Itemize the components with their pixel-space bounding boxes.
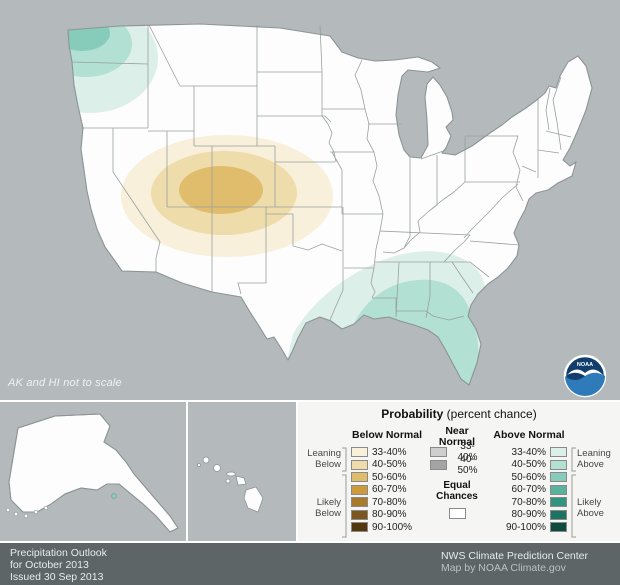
noaa-gull-icon [567,369,603,376]
swatch-above-60-70 [550,484,567,495]
kodiak-island [111,493,117,499]
footer-issued: Issued 30 Sep 2013 [10,571,104,583]
legend-row: 33-40% [430,441,484,463]
swatch-above-40-50 [550,459,567,470]
legend-panel: Probability (percent chance) Leaning Bel… [298,402,620,541]
footer-period: for October 2013 [10,559,89,571]
swatch-below-70-80 [351,497,368,508]
footer-credit: Map by NOAA Climate.gov [440,562,566,574]
legend-row: 60-70% [351,484,423,497]
us-outline [67,23,593,386]
alaska-outline [8,413,179,533]
legend-row: 60-70% [491,484,567,497]
noaa-logo-text: NOAA [577,362,593,368]
swatch-above-80-90 [550,509,567,520]
region-pnw-above-50-60 [68,24,110,51]
legend-title-normal: (percent chance) [446,407,537,421]
alaska-inset-svg [5,413,179,533]
footer-bar: Precipitation Outlook for October 2013 I… [0,543,620,585]
conus-map-svg [67,23,593,386]
footer-title: Precipitation Outlook [10,547,107,559]
below-brackets [342,447,347,538]
leaning-above-label: Leaning Above [577,448,611,470]
below-normal-header: Below Normal [351,429,422,441]
near-normal-header: Near Normal [438,425,476,448]
alaska-landmass [8,413,179,533]
legend-below-side-labels: Leaning Below Likely Below [301,424,341,540]
aleutian-islands [5,505,49,519]
swatch-above-50-60 [550,472,567,483]
legend-row: 80-90% [351,509,423,522]
state-borders [71,24,572,321]
legend-title: Probability (percent chance) [298,407,620,421]
bottom-row: Probability (percent chance) Leaning Bel… [0,400,620,543]
swatch-below-33-40 [351,447,368,458]
footer-source: NWS Climate Prediction Center [440,550,588,562]
legend-row: 40-50% [351,459,423,472]
noaa-logo: NOAA [563,354,607,398]
swatch-above-90-100 [550,522,567,533]
legend-above-side-labels: Leaning Above Likely Above [577,424,617,540]
noaa-logo-ocean [565,372,605,396]
legend-title-bold: Probability [381,407,444,421]
hawaii-inset [188,402,296,541]
legend-row: 33-40% [351,446,423,459]
above-brackets [571,447,576,538]
swatch-above-33-40 [550,447,567,458]
swatch-below-60-70 [351,484,368,495]
swatch-equal-chances [448,508,466,519]
legend-column-above: Above Normal 33-40% 40-50% 50-60% 60-70%… [491,424,567,540]
legend-row: 70-80% [351,496,423,509]
swatch-near-40-50 [430,459,447,470]
legend-row: 70-80% [491,496,567,509]
hawaiian-islands [197,456,264,513]
swatch-below-40-50 [351,459,368,470]
legend-column-near: Near Normal 33-40% 40-50% Equal Chances [426,424,488,540]
footer-right: NWS Climate Prediction Center Map by NOA… [441,547,588,581]
swatch-below-80-90 [351,509,368,520]
equal-chances-label: Equal Chances [436,480,478,502]
likely-above-label: Likely Above [577,497,604,519]
alaska-inset [0,402,186,541]
swatch-below-90-100 [351,522,368,533]
legend-row: 50-60% [351,471,423,484]
footer-left: Precipitation Outlook for October 2013 I… [10,547,107,583]
legend-body: Leaning Below Likely Below Below Normal … [298,424,620,540]
hawaii-inset-svg [197,456,264,513]
swatch-near-33-40 [430,447,447,458]
above-normal-header: Above Normal [493,429,565,441]
noaa-logo-svg: NOAA [563,354,607,398]
map-scale-note: AK and HI not to scale [8,377,122,389]
legend-row: 80-90% [491,509,567,522]
legend-row: 90-100% [491,521,567,534]
conus-map: AK and HI not to scale NOAA [8,23,607,398]
region-rockies-below-50-60 [179,166,263,214]
swatch-below-50-60 [351,472,368,483]
likely-below-label: Likely Below [315,497,341,519]
legend-row: 50-60% [491,471,567,484]
legend-row: 40-50% [430,454,484,476]
swatch-above-70-80 [550,497,567,508]
legend-column-below: Below Normal 33-40% 40-50% 50-60% 60-70%… [351,424,423,540]
leaning-below-label: Leaning Below [307,448,341,470]
legend-row: 40-50% [491,459,567,472]
legend-row: 90-100% [351,521,423,534]
legend-row: 33-40% [491,446,567,459]
